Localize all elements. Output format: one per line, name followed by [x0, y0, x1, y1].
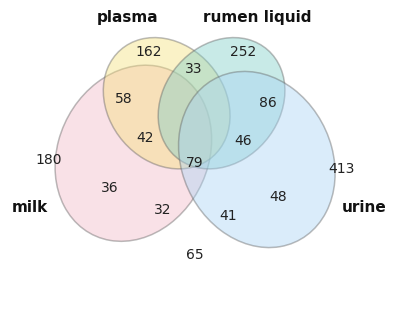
Text: 41: 41 — [220, 209, 237, 223]
Text: 413: 413 — [329, 162, 355, 176]
Text: 42: 42 — [136, 130, 154, 145]
Text: 86: 86 — [258, 96, 276, 110]
Text: plasma: plasma — [97, 10, 158, 25]
Text: 65: 65 — [186, 248, 204, 262]
Text: 162: 162 — [136, 45, 162, 59]
Text: 33: 33 — [185, 62, 203, 76]
Text: 58: 58 — [115, 92, 132, 106]
Text: 79: 79 — [186, 156, 204, 170]
Text: 36: 36 — [101, 181, 119, 195]
Ellipse shape — [55, 65, 212, 241]
Ellipse shape — [103, 38, 230, 169]
Ellipse shape — [178, 71, 335, 248]
Text: rumen liquid: rumen liquid — [202, 10, 311, 25]
Text: 180: 180 — [36, 152, 62, 167]
Text: 32: 32 — [154, 203, 172, 217]
Text: 46: 46 — [234, 134, 252, 148]
Text: 48: 48 — [270, 190, 287, 204]
Text: 252: 252 — [230, 45, 256, 59]
Text: milk: milk — [12, 200, 48, 215]
Text: urine: urine — [342, 200, 386, 215]
Ellipse shape — [158, 38, 285, 169]
